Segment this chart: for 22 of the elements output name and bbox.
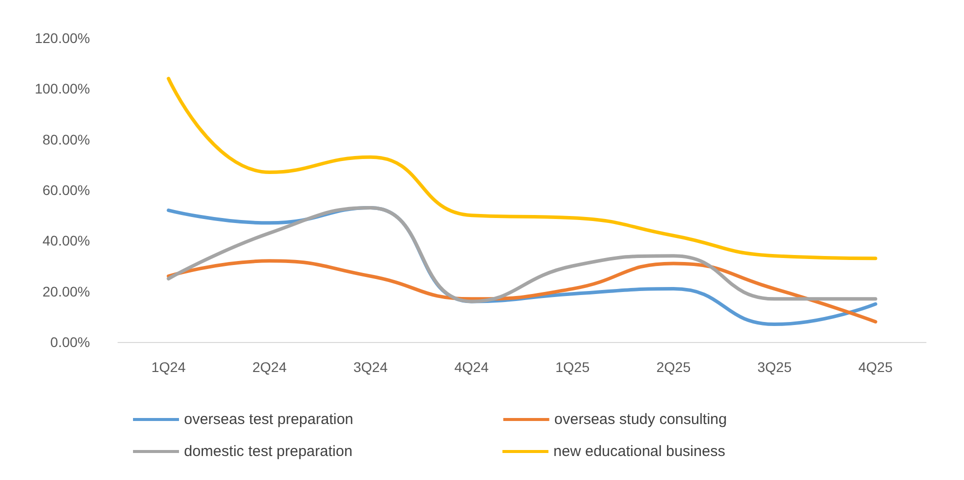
- x-tick-label: 1Q24: [151, 359, 186, 375]
- line-series: [166, 76, 878, 260]
- y-tick-label: 40.00%: [42, 232, 90, 249]
- y-tick-label: 120.00%: [34, 30, 90, 46]
- x-tick-label: 2Q25: [656, 359, 691, 375]
- x-tick-label: 1Q25: [555, 359, 590, 375]
- y-tick-label: 20.00%: [42, 283, 90, 300]
- line-series: [166, 206, 878, 304]
- x-tick-label: 3Q24: [353, 359, 388, 375]
- y-tick-label: 60.00%: [42, 182, 90, 198]
- y-tick-label: 100.00%: [34, 80, 90, 97]
- legend-label: overseas test preparation: [184, 411, 354, 428]
- y-tick-label: 0.00%: [50, 334, 90, 350]
- x-tick-label: 4Q24: [454, 359, 489, 375]
- x-tick-label: 2Q24: [252, 359, 287, 375]
- legend-label: new educational business: [553, 443, 726, 460]
- x-tick-label: 4Q25: [858, 359, 893, 375]
- line-series: [166, 259, 878, 324]
- legend-label: overseas study consulting: [554, 411, 727, 428]
- y-tick-label: 80.00%: [42, 131, 90, 148]
- x-tick-label: 3Q25: [757, 359, 792, 375]
- legend-label: domestic test preparation: [184, 443, 352, 460]
